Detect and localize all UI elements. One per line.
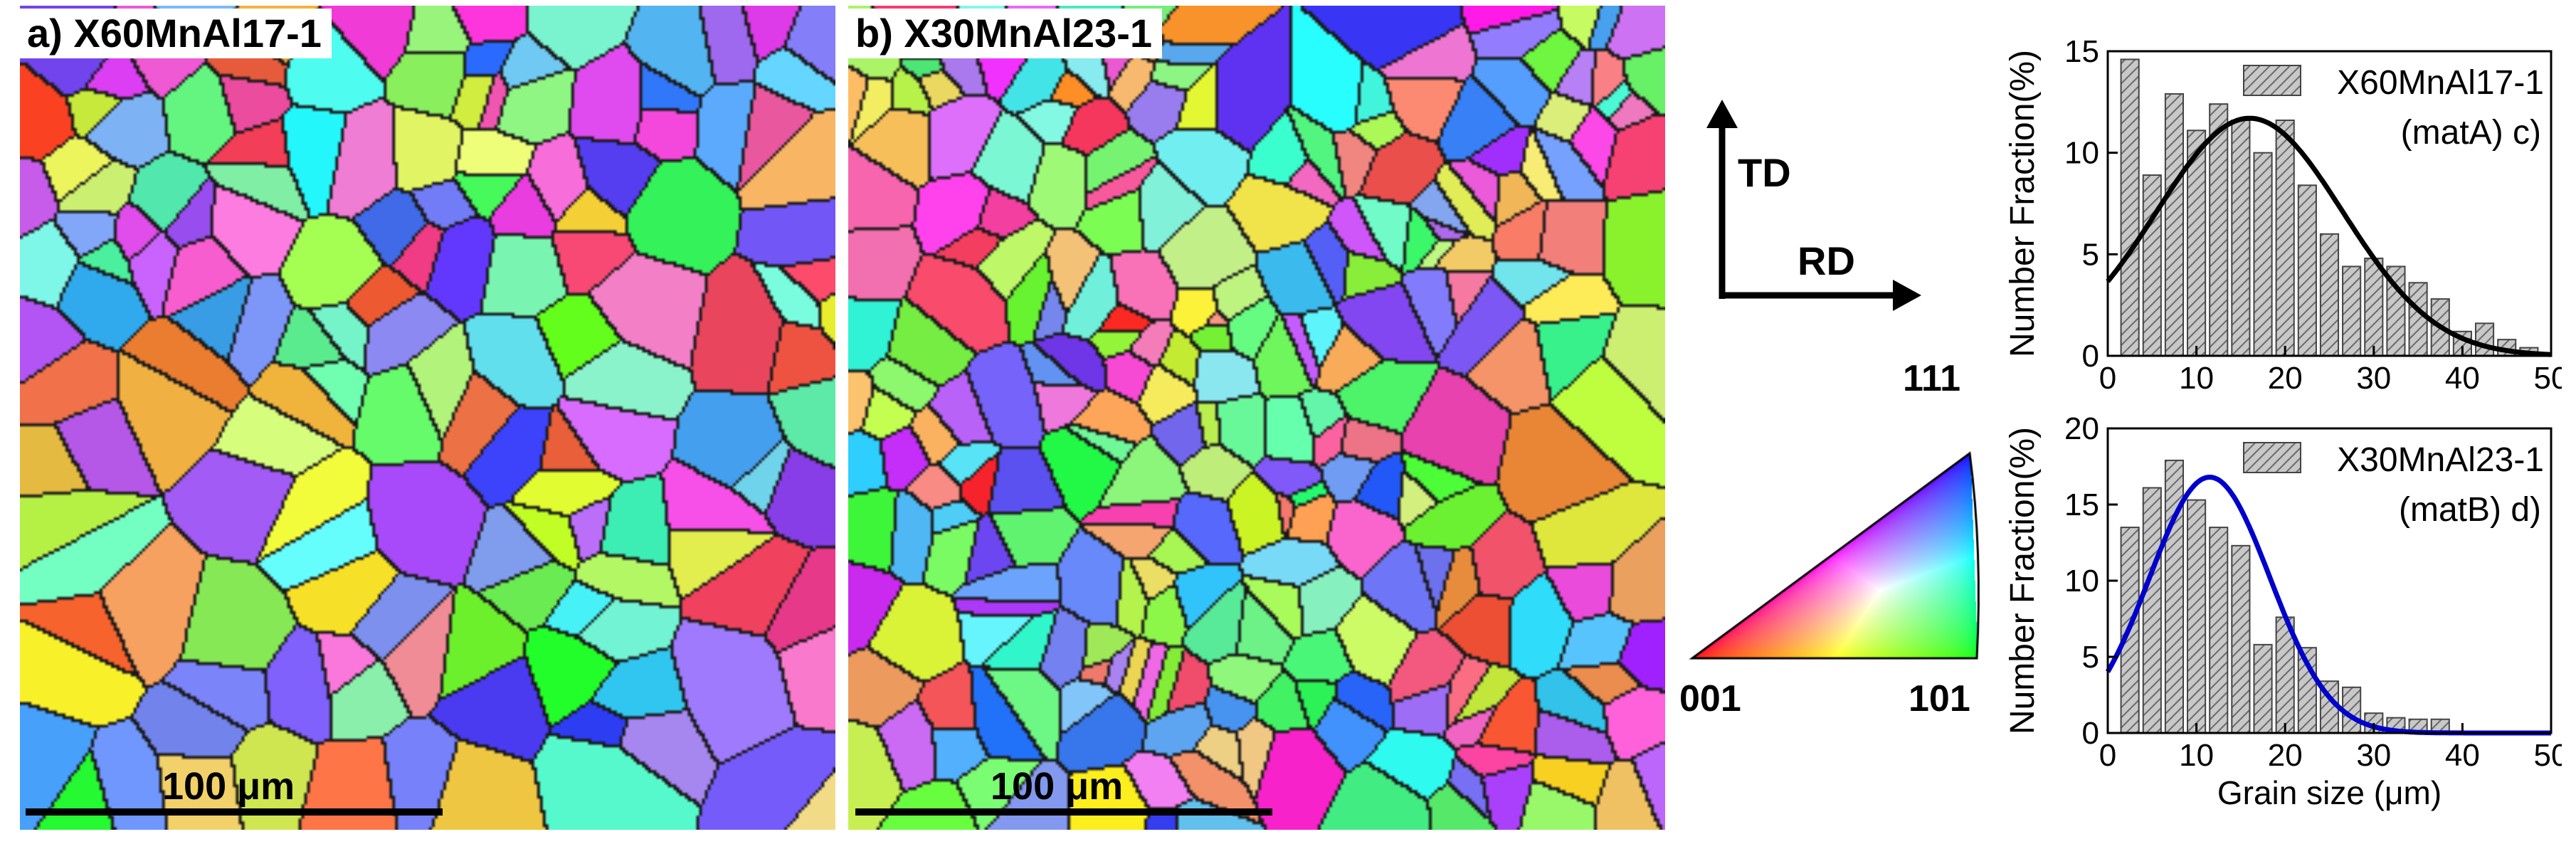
x-tick-label: 0 <box>2099 361 2116 396</box>
histogram-bar <box>2187 130 2207 357</box>
legend-swatch <box>2243 65 2301 96</box>
normal-fit-curve <box>2106 115 2552 357</box>
histogram-bar <box>2275 120 2295 357</box>
y-axis-label: Number Fraction(%) <box>2004 50 2042 357</box>
histogram-bar <box>2231 120 2251 357</box>
histogram-bar <box>2253 643 2273 734</box>
scalebar-a-label: 100 μm <box>162 765 295 808</box>
histogram-bar <box>2231 544 2251 734</box>
histogram-bar <box>2120 58 2140 357</box>
ipf-triangle-image <box>1686 445 1985 665</box>
scalebar-b-label: 100 μm <box>991 765 1124 808</box>
x-axis-label: Grain size (μm) <box>2217 774 2442 811</box>
histogram-bar <box>2364 258 2384 357</box>
x-tick-label: 30 <box>2356 361 2391 396</box>
panel-b-label: b) X30MnAl23-1 <box>848 9 1162 58</box>
ebsd-map-b: b) X30MnAl23-1 100 μm <box>848 6 1665 830</box>
ipf-color-key <box>1686 445 1985 665</box>
y-tick-label: 0 <box>2082 339 2099 374</box>
y-tick-label: 20 <box>2064 411 2099 446</box>
x-tick-label: 0 <box>2099 738 2116 773</box>
td-label: TD <box>1738 150 1791 195</box>
legend-series-label: X60MnAl17-1 <box>2337 64 2544 102</box>
y-tick-label: 15 <box>2064 34 2099 69</box>
x-tick-label: 30 <box>2356 738 2391 773</box>
rd-arrowhead-icon <box>1893 280 1921 311</box>
td-arrowhead-icon <box>1706 100 1738 128</box>
ipf-label-111: 111 <box>1903 358 1961 399</box>
ipf-label-001: 001 <box>1679 678 1741 719</box>
x-tick-label: 20 <box>2268 361 2303 396</box>
legend-swatch <box>2243 442 2301 473</box>
histogram-bar <box>2319 233 2340 357</box>
grain-mosaic-image <box>848 6 1665 830</box>
x-tick-label: 50 <box>2534 361 2562 396</box>
histogram-bar <box>2164 93 2185 357</box>
ipf-label-101: 101 <box>1909 678 1970 719</box>
x-tick-label: 10 <box>2179 361 2214 396</box>
scalebar-a-line <box>26 808 443 816</box>
rd-label: RD <box>1798 238 1855 283</box>
panel-a-label: a) X60MnAl17-1 <box>20 9 332 58</box>
histogram-bar <box>2275 616 2295 734</box>
x-tick-label: 20 <box>2268 738 2303 773</box>
y-tick-label: 15 <box>2064 487 2099 522</box>
histogram-c: 0 10 20 30 40 50 0 5 10 15 Number Fraction(%) X60Mn… <box>2004 34 2562 396</box>
legend-panel-label: (matA) c) <box>2401 114 2541 152</box>
histogram-bar <box>2474 322 2495 357</box>
histogram-bar <box>2253 152 2273 357</box>
y-tick-label: 0 <box>2082 716 2099 751</box>
plot-frame <box>2106 50 2553 357</box>
direction-arrows <box>1706 100 1921 311</box>
y-tick-label: 5 <box>2082 237 2099 272</box>
grain-mosaic-image <box>20 6 835 830</box>
x-tick-label: 40 <box>2445 738 2480 773</box>
grain-map-a-image <box>20 6 835 830</box>
legend-panel-label: (matB) d) <box>2399 491 2541 529</box>
histogram-d: 0 10 20 30 40 50 0 5 10 15 20 Number Fraction(%) Gra… <box>2004 411 2562 811</box>
x-tick-label: 50 <box>2534 738 2562 773</box>
x-tick-label: 10 <box>2179 738 2214 773</box>
histogram-bar <box>2342 265 2362 357</box>
histogram-bar <box>2408 282 2428 357</box>
y-tick-label: 5 <box>2082 640 2099 675</box>
histogram-bar <box>2142 487 2162 734</box>
histogram-bar <box>2187 499 2207 734</box>
ebsd-map-a: a) X60MnAl17-1 100 μm <box>20 6 835 830</box>
histogram-bar <box>2297 184 2317 357</box>
x-tick-label: 40 <box>2445 361 2480 396</box>
y-axis-label: Number Fraction(%) <box>2004 427 2042 734</box>
histogram-bar <box>2209 527 2229 734</box>
histogram-bar <box>2142 174 2162 357</box>
scalebar-b-line <box>855 808 1272 816</box>
legend-series-label: X30MnAl23-1 <box>2337 441 2544 479</box>
histogram-bar <box>2209 103 2229 357</box>
y-tick-label: 10 <box>2064 564 2099 598</box>
y-tick-label: 10 <box>2064 136 2099 171</box>
grain-map-b-image <box>848 6 1665 830</box>
